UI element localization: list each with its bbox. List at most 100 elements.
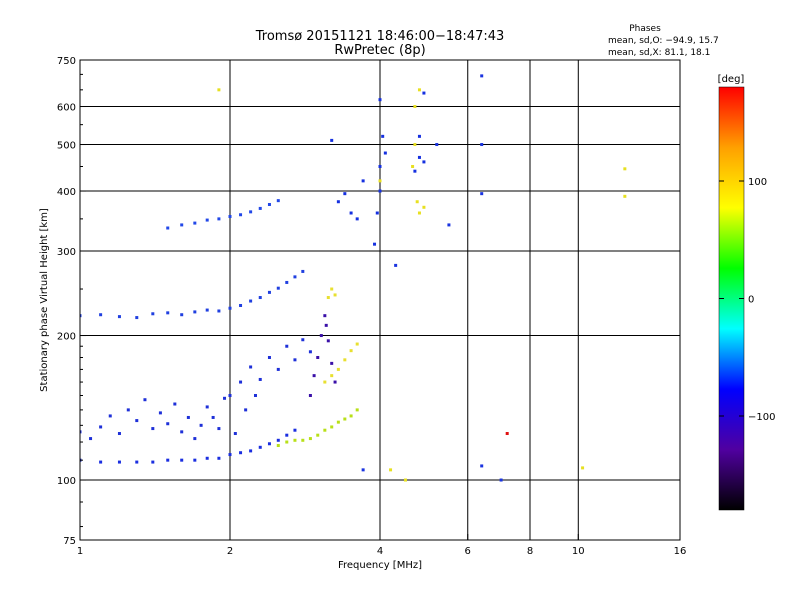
data-point bbox=[276, 286, 280, 290]
data-point bbox=[228, 453, 232, 457]
data-point bbox=[276, 438, 280, 442]
data-point bbox=[480, 464, 484, 468]
data-point bbox=[301, 338, 305, 342]
data-point bbox=[166, 458, 170, 462]
data-point bbox=[326, 296, 330, 300]
colorbar-tick-label: 100 bbox=[748, 177, 767, 188]
data-point bbox=[343, 417, 347, 421]
data-point bbox=[336, 367, 340, 371]
data-point bbox=[355, 408, 359, 412]
data-point bbox=[276, 444, 280, 448]
data-point bbox=[126, 408, 130, 412]
data-point bbox=[99, 425, 103, 429]
data-point bbox=[258, 377, 262, 381]
data-point bbox=[413, 143, 417, 147]
data-point bbox=[267, 442, 271, 446]
data-point bbox=[333, 380, 337, 384]
data-point bbox=[217, 217, 221, 221]
data-point bbox=[293, 275, 297, 279]
data-point bbox=[267, 290, 271, 294]
data-point bbox=[258, 206, 262, 210]
data-point bbox=[308, 437, 312, 441]
data-point bbox=[285, 433, 289, 437]
data-point bbox=[151, 460, 155, 464]
data-point bbox=[383, 151, 387, 155]
data-point bbox=[505, 432, 509, 436]
data-point bbox=[381, 134, 385, 138]
data-point bbox=[323, 380, 327, 384]
data-point bbox=[417, 134, 421, 138]
data-point bbox=[316, 433, 320, 437]
data-point bbox=[378, 189, 382, 193]
data-point bbox=[180, 430, 184, 434]
data-point bbox=[324, 323, 328, 327]
data-point bbox=[378, 98, 382, 102]
data-point bbox=[249, 365, 253, 369]
data-point bbox=[117, 432, 121, 436]
data-point bbox=[180, 223, 184, 227]
data-point bbox=[330, 361, 334, 365]
data-points bbox=[80, 74, 627, 482]
data-point bbox=[180, 313, 184, 317]
colorbar-ticks: 100 0 −100 bbox=[719, 177, 775, 423]
data-point bbox=[80, 430, 82, 434]
x-axis-label: Frequency [MHz] bbox=[338, 560, 422, 571]
data-point bbox=[422, 205, 426, 209]
data-point bbox=[417, 155, 421, 159]
data-point bbox=[186, 415, 190, 419]
data-point bbox=[253, 394, 257, 398]
phases-title: Phases bbox=[629, 24, 661, 34]
data-point bbox=[378, 164, 382, 168]
data-point bbox=[217, 88, 221, 92]
data-point bbox=[293, 438, 297, 442]
data-point bbox=[308, 394, 312, 398]
data-point bbox=[267, 355, 271, 359]
data-point bbox=[244, 408, 248, 412]
data-point bbox=[373, 242, 377, 246]
data-point bbox=[389, 468, 393, 472]
data-point bbox=[239, 213, 243, 217]
data-point bbox=[166, 226, 170, 230]
data-point bbox=[267, 202, 271, 206]
chart-subtitle: RwPretec (8p) bbox=[334, 43, 425, 58]
data-point bbox=[333, 293, 337, 297]
data-point bbox=[193, 437, 197, 441]
x-tick-label: 8 bbox=[527, 546, 533, 557]
data-point bbox=[205, 218, 209, 222]
data-point bbox=[249, 210, 253, 214]
data-point bbox=[258, 445, 262, 449]
data-point bbox=[217, 309, 221, 313]
data-point bbox=[99, 460, 103, 464]
data-point bbox=[394, 263, 398, 267]
data-point bbox=[343, 358, 347, 362]
data-point bbox=[80, 314, 82, 318]
data-point bbox=[205, 405, 209, 409]
data-point bbox=[205, 456, 209, 460]
data-point bbox=[143, 398, 147, 402]
data-point bbox=[276, 199, 280, 203]
data-point bbox=[361, 179, 365, 183]
data-point bbox=[301, 269, 305, 273]
colorbar-tick-label: −100 bbox=[748, 412, 775, 423]
data-point bbox=[239, 451, 243, 455]
data-point bbox=[349, 349, 353, 353]
data-point bbox=[117, 460, 121, 464]
x-axis-ticks: 1 2 4 6 8 10 16 bbox=[77, 534, 687, 557]
data-point bbox=[166, 311, 170, 315]
data-point bbox=[319, 334, 323, 338]
data-point bbox=[435, 143, 439, 147]
phases-line-x: mean, sd,X: 81.1, 18.1 bbox=[608, 48, 710, 58]
data-point bbox=[447, 223, 451, 227]
x-tick-label: 16 bbox=[674, 546, 687, 557]
data-point bbox=[349, 414, 353, 418]
data-point bbox=[180, 458, 184, 462]
data-point bbox=[135, 419, 139, 423]
data-point bbox=[330, 138, 334, 142]
data-point bbox=[228, 215, 232, 219]
data-point bbox=[173, 402, 177, 406]
y-axis-ticks: 75 100 200 300 400 500 600 750 bbox=[57, 56, 86, 547]
data-point bbox=[480, 74, 484, 78]
data-point bbox=[330, 287, 334, 291]
data-point bbox=[293, 428, 297, 432]
